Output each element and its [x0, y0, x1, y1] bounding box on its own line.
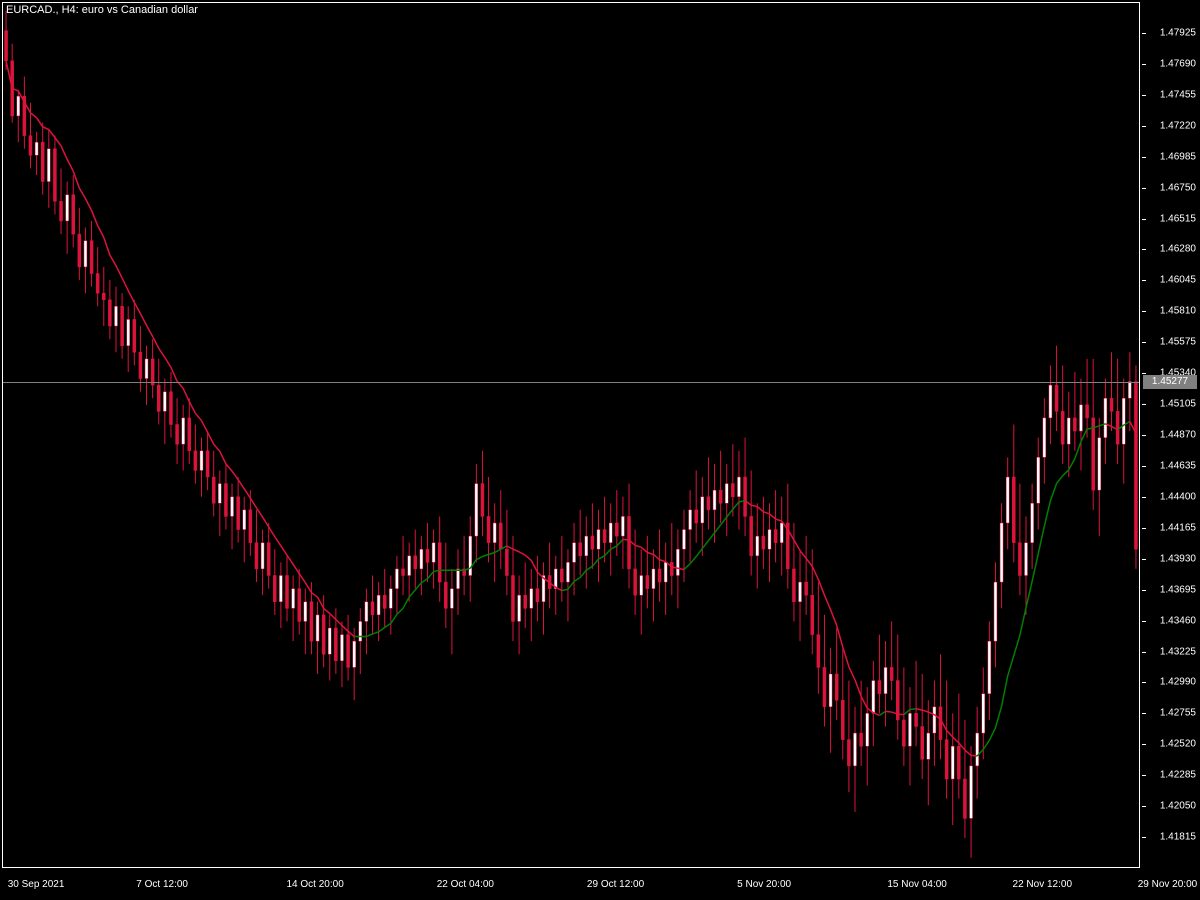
x-axis-label: 7 Oct 12:00	[136, 879, 188, 890]
y-axis-label: 1.44400	[1160, 491, 1196, 502]
plot-area[interactable]: 1.45277	[2, 2, 1140, 868]
x-axis-label: 22 Oct 04:00	[437, 879, 494, 890]
y-axis-label: 1.43225	[1160, 646, 1196, 657]
y-axis-label: 1.41815	[1160, 832, 1196, 843]
current-price-line: 1.45277	[3, 382, 1139, 383]
y-axis-label: 1.47690	[1160, 58, 1196, 69]
y-axis-label: 1.47220	[1160, 120, 1196, 131]
chart-container[interactable]: EURCAD., H4: euro vs Canadian dollar 1.4…	[0, 0, 1200, 900]
candlestick-canvas	[3, 3, 1139, 867]
y-axis-label: 1.46750	[1160, 182, 1196, 193]
x-axis: 30 Sep 2021 7 Oct 12:00 14 Oct 20:00 22 Oct…	[2, 870, 1140, 900]
x-axis-label: 14 Oct 20:00	[287, 879, 344, 890]
y-axis: 1.47925 1.47690 1.47455 1.47220 1.46985 1.467…	[1142, 2, 1200, 868]
y-axis-label: 1.43460	[1160, 615, 1196, 626]
y-axis-label: 1.45105	[1160, 399, 1196, 410]
x-axis-label: 29 Oct 12:00	[587, 879, 644, 890]
y-axis-label: 1.43930	[1160, 553, 1196, 564]
y-axis-label: 1.45575	[1160, 337, 1196, 348]
y-axis-label: 1.46280	[1160, 244, 1196, 255]
y-axis-label: 1.42755	[1160, 708, 1196, 719]
y-axis-label: 1.46985	[1160, 151, 1196, 162]
y-axis-label: 1.45810	[1160, 306, 1196, 317]
y-axis-label: 1.47925	[1160, 27, 1196, 38]
x-axis-label: 5 Nov 20:00	[737, 879, 791, 890]
current-price-box: 1.45277	[1143, 375, 1197, 389]
y-axis-label: 1.42520	[1160, 739, 1196, 750]
y-axis-label: 1.43695	[1160, 584, 1196, 595]
x-axis-label: 15 Nov 04:00	[887, 879, 947, 890]
x-axis-label: 30 Sep 2021	[8, 879, 65, 890]
y-axis-label: 1.44165	[1160, 522, 1196, 533]
y-axis-label: 1.44635	[1160, 460, 1196, 471]
x-axis-label: 29 Nov 20:00	[1138, 879, 1198, 890]
x-axis-label: 22 Nov 12:00	[1013, 879, 1073, 890]
y-axis-label: 1.44870	[1160, 430, 1196, 441]
y-axis-label: 1.42050	[1160, 801, 1196, 812]
y-axis-label: 1.42990	[1160, 677, 1196, 688]
y-axis-label: 1.42285	[1160, 770, 1196, 781]
y-axis-label: 1.47455	[1160, 89, 1196, 100]
chart-title: EURCAD., H4: euro vs Canadian dollar	[6, 4, 198, 16]
y-axis-label: 1.46515	[1160, 213, 1196, 224]
y-axis-label: 1.46045	[1160, 275, 1196, 286]
